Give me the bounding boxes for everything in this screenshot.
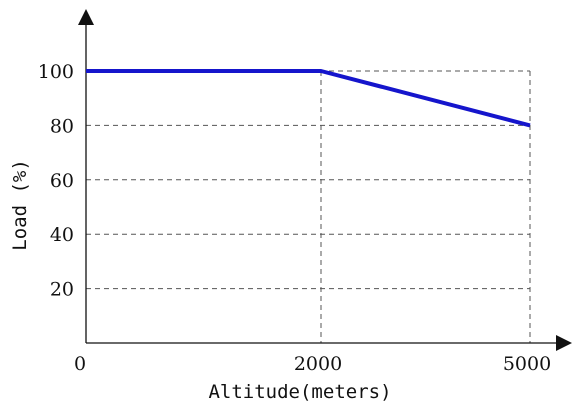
y-axis-title: Load (%) [9,159,31,251]
y-tick-label: 80 [50,115,74,137]
y-tick-label: 100 [38,61,74,83]
grid-layer [86,70,531,343]
x-axis-title: Altitude(meters) [208,381,391,403]
x-axis-arrow-icon [556,335,572,351]
y-tick-label: 60 [50,170,74,192]
x-tick-label: 0 [74,353,86,375]
y-axis-arrow-icon [78,9,94,25]
tick-layer: 20 40 60 80 100 0 2000 5000 [38,61,551,375]
x-tick-label: 2000 [294,353,342,375]
x-tick-label: 5000 [503,353,551,375]
y-tick-label: 40 [50,224,74,246]
axes-layer [78,9,572,351]
series-line-0 [86,69,531,128]
series-layer [85,69,531,128]
y-tick-label: 20 [50,279,74,301]
